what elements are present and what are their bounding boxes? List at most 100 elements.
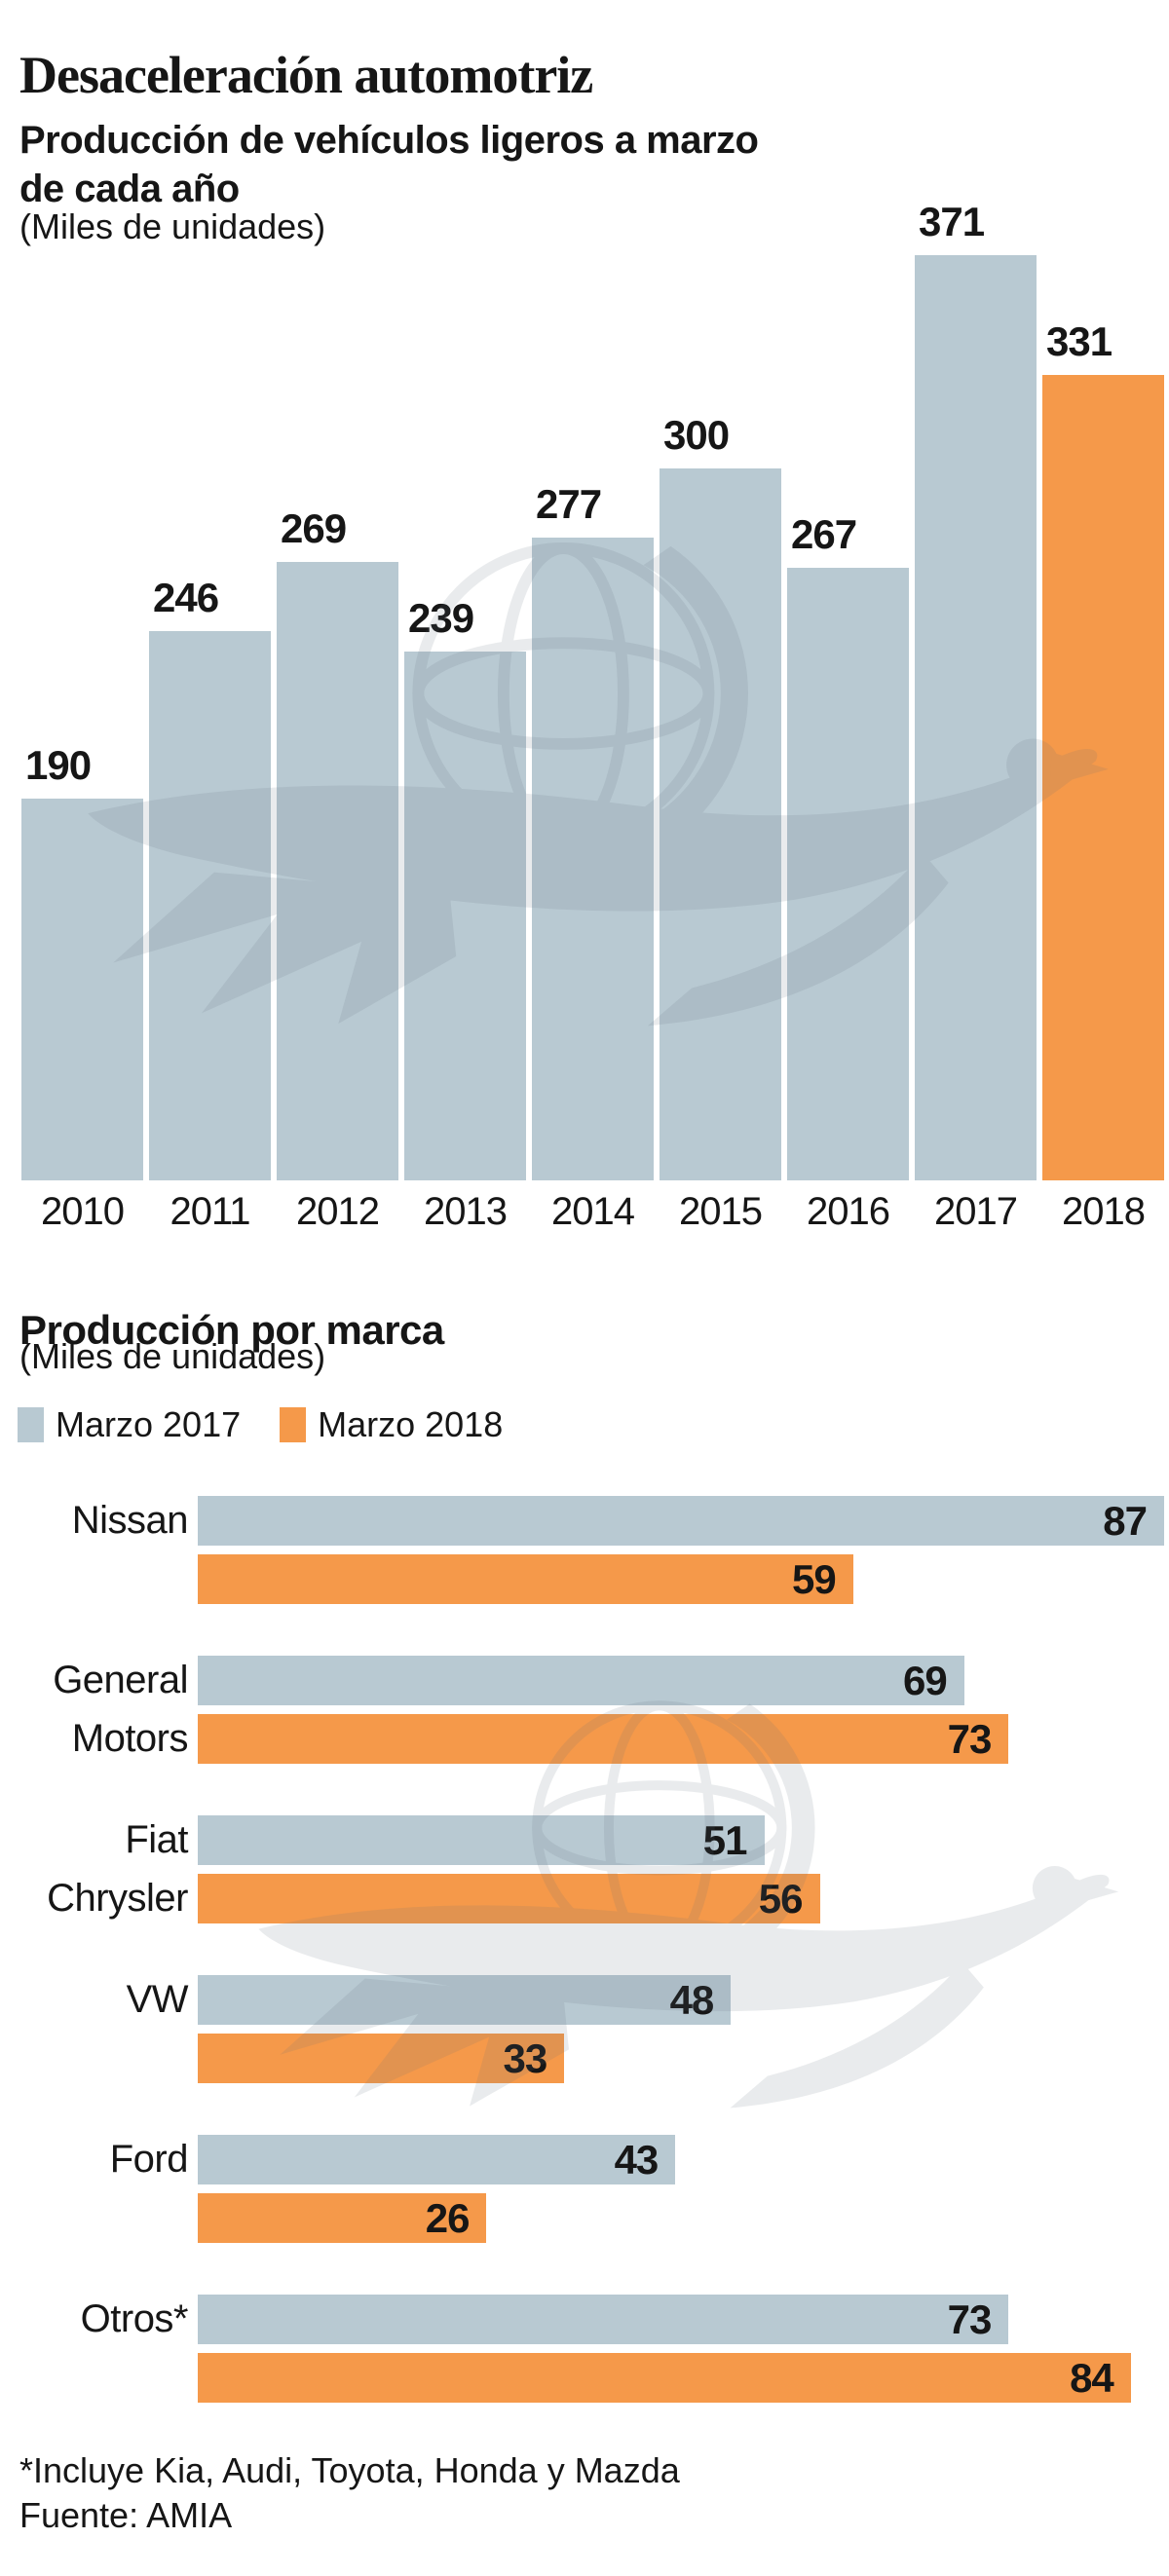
bar-nissan-marzo-2018: 59 <box>198 1554 853 1604</box>
brand-bars-general-motors: 69 73 <box>198 1656 1164 1764</box>
brand-label-general-motors: General Motors <box>0 1656 188 1764</box>
bar-row: 59 <box>198 1554 1164 1604</box>
x-tick-2018: 2018 <box>1062 1190 1146 1233</box>
brand-bars-nissan: 87 59 <box>198 1496 1164 1604</box>
legend-item-marzo-2017: Marzo 2017 <box>18 1404 241 1445</box>
bar-value-fiat-chrysler-marzo-2017: 51 <box>702 1816 748 1863</box>
bar-2015 <box>660 468 781 1180</box>
bar-column-2015: 300 <box>660 412 781 1180</box>
bar-column-2012: 269 <box>277 505 398 1180</box>
chart1-x-axis: 2010 2011 2012 2013 2014 2015 2016 2017 2018 <box>21 1190 1164 1234</box>
brand-label-line <box>0 2034 188 2083</box>
chart2-legend: Marzo 2017 Marzo 2018 <box>18 1404 503 1445</box>
page-title: Desaceleración automotriz <box>19 46 593 105</box>
brand-label-line <box>0 2353 188 2403</box>
bar-row: 51 <box>198 1815 1164 1865</box>
brand-bars-ford: 43 26 <box>198 2135 1164 2243</box>
x-tick-2012: 2012 <box>296 1190 380 1233</box>
chart1-title-line2: de cada año <box>19 168 240 211</box>
bar-2010 <box>21 799 143 1180</box>
bar-2018 <box>1042 375 1164 1180</box>
brand-group-nissan: Nissan 87 59 <box>0 1496 1164 1604</box>
bar-row: 73 <box>198 1714 1164 1764</box>
bar-value-2016: 267 <box>791 511 857 557</box>
brand-label-line: Ford <box>109 2138 189 2181</box>
legend-label-marzo-2017: Marzo 2017 <box>56 1404 242 1444</box>
x-tick-2010: 2010 <box>41 1190 125 1233</box>
brand-production-bar-chart: Nissan 87 59 General Motors 69 73 Fiat Chrysler 5… <box>0 1496 1164 2454</box>
bar-value-ford-marzo-2018: 26 <box>425 2194 471 2241</box>
brand-bars-vw: 48 33 <box>198 1975 1164 2083</box>
bar-column-2017: 371 <box>915 199 1037 1180</box>
bar-2016 <box>787 568 909 1180</box>
brand-group-fiat-chrysler: Fiat Chrysler 51 56 <box>0 1815 1164 1923</box>
brand-bars-otros: 73 84 <box>198 2295 1164 2403</box>
bar-ford-marzo-2018: 26 <box>198 2193 487 2243</box>
legend-swatch-marzo-2017 <box>18 1407 44 1442</box>
bar-row: 48 <box>198 1975 1164 2025</box>
brand-group-general-motors: General Motors 69 73 <box>0 1656 1164 1764</box>
bar-row: 84 <box>198 2353 1164 2403</box>
bar-general-motors-marzo-2017: 69 <box>198 1656 964 1705</box>
bar-2011 <box>149 631 271 1180</box>
bar-value-otros-marzo-2017: 73 <box>947 2296 993 2342</box>
bar-column-2013: 239 <box>404 595 526 1180</box>
bar-column-2016: 267 <box>787 511 909 1180</box>
bar-value-nissan-marzo-2017: 87 <box>1103 1497 1148 1544</box>
bar-row: 69 <box>198 1656 1164 1705</box>
brand-label-vw: VW <box>0 1975 189 2083</box>
bar-column-2014: 277 <box>532 481 654 1180</box>
bar-value-2011: 246 <box>153 575 219 620</box>
bar-vw-marzo-2017: 48 <box>198 1975 732 2025</box>
bar-otros-marzo-2017: 73 <box>198 2295 1009 2344</box>
bar-value-general-motors-marzo-2018: 73 <box>947 1715 993 1762</box>
bar-value-otros-marzo-2018: 84 <box>1070 2354 1114 2401</box>
source-note: Fuente: AMIA <box>19 2495 233 2535</box>
bar-column-2018: 331 <box>1042 318 1164 1180</box>
brand-label-line: Otros* <box>80 2297 189 2340</box>
bar-value-ford-marzo-2017: 43 <box>614 2136 660 2183</box>
brand-label-nissan: Nissan <box>0 1496 189 1604</box>
bar-row: 43 <box>198 2135 1164 2184</box>
bar-row: 56 <box>198 1874 1164 1923</box>
legend-item-marzo-2018: Marzo 2018 <box>280 1404 503 1445</box>
brand-label-line: Motors <box>71 1717 189 1760</box>
bar-value-vw-marzo-2017: 48 <box>669 1976 715 2023</box>
chart2-units-note: (Miles de unidades) <box>19 1336 326 1376</box>
bar-value-2017: 371 <box>919 199 985 244</box>
bar-otros-marzo-2018: 84 <box>198 2353 1131 2403</box>
bar-value-fiat-chrysler-marzo-2018: 56 <box>758 1875 804 1922</box>
legend-swatch-marzo-2018 <box>280 1407 307 1442</box>
bar-value-nissan-marzo-2018: 59 <box>792 1555 837 1602</box>
brand-group-otros: Otros* 73 84 <box>0 2295 1164 2403</box>
x-tick-2014: 2014 <box>551 1190 635 1233</box>
x-tick-2016: 2016 <box>807 1190 890 1233</box>
x-tick-2013: 2013 <box>424 1190 508 1233</box>
bar-vw-marzo-2018: 33 <box>198 2034 565 2083</box>
bar-row: 87 <box>198 1496 1164 1546</box>
legend-label-marzo-2018: Marzo 2018 <box>318 1404 504 1444</box>
brand-label-line <box>0 1554 188 1604</box>
bar-column-2011: 246 <box>149 575 271 1180</box>
brand-label-line: Nissan <box>71 1499 189 1542</box>
bar-2017 <box>915 255 1037 1180</box>
bar-value-2010: 190 <box>25 742 92 788</box>
chart1-title-line1: Producción de vehículos ligeros a marzo <box>19 119 759 163</box>
brand-label-line: General <box>53 1659 188 1701</box>
footnote-includes: *Incluye Kia, Audi, Toyota, Honda y Mazd… <box>19 2450 680 2490</box>
brand-bars-fiat-chrysler: 51 56 <box>198 1815 1164 1923</box>
footnote: *Incluye Kia, Audi, Toyota, Honda y Mazd… <box>19 2448 680 2538</box>
x-tick-2015: 2015 <box>679 1190 763 1233</box>
bar-value-2014: 277 <box>536 481 602 527</box>
bar-2012 <box>277 562 398 1180</box>
bar-fiat-chrysler-marzo-2018: 56 <box>198 1874 820 1923</box>
bar-row: 26 <box>198 2193 1164 2243</box>
brand-group-ford: Ford 43 26 <box>0 2135 1164 2243</box>
bar-nissan-marzo-2017: 87 <box>198 1496 1164 1546</box>
brand-label-otros: Otros* <box>0 2295 189 2403</box>
bar-row: 33 <box>198 2034 1164 2083</box>
bar-row: 73 <box>198 2295 1164 2344</box>
bar-2014 <box>532 538 654 1180</box>
bar-ford-marzo-2017: 43 <box>198 2135 676 2184</box>
